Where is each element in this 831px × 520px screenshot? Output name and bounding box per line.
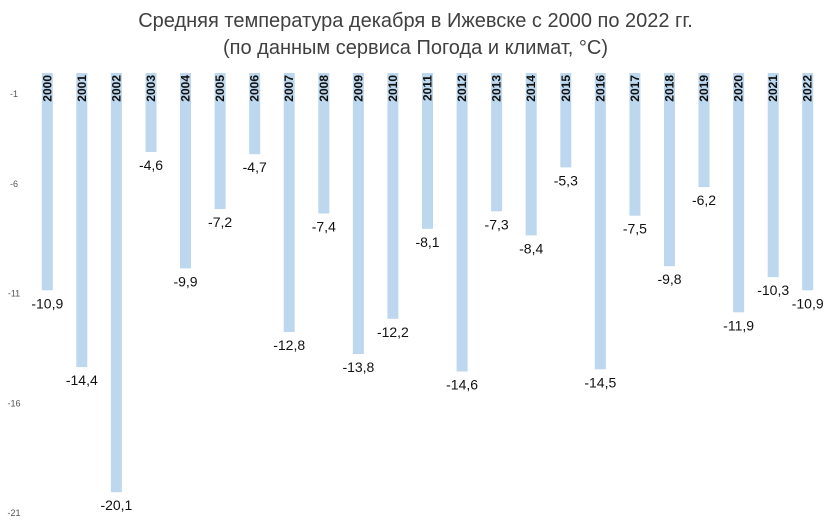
category-label-2021: 2021 (766, 75, 780, 102)
data-label-2021: -10,3 (757, 282, 789, 298)
data-label-2008: -7,4 (312, 219, 336, 235)
bar-2007 (283, 73, 295, 332)
category-label-2015: 2015 (559, 75, 573, 102)
bar-2018 (664, 73, 675, 267)
category-label-2009: 2009 (351, 75, 365, 102)
chart-title: Средняя температура декабря в Ижевске с … (138, 10, 693, 32)
bar-2013 (491, 73, 503, 212)
data-label-2018: -9,8 (657, 271, 681, 287)
bar-2019 (698, 73, 710, 188)
data-label-2013: -7,3 (485, 216, 509, 232)
data-label-2015: -5,3 (554, 172, 578, 188)
data-label-2006: -4,7 (243, 159, 267, 175)
data-label-2010: -12,2 (377, 324, 409, 340)
bar-2005 (214, 73, 226, 210)
category-label-2003: 2003 (144, 75, 158, 102)
y-tick-label: -21 (7, 508, 20, 518)
bar-2016 (594, 73, 606, 370)
category-label-2002: 2002 (109, 75, 123, 102)
category-label-2016: 2016 (593, 75, 607, 102)
y-tick-label: -16 (7, 398, 20, 408)
category-label-2018: 2018 (663, 75, 677, 102)
data-label-2009: -13,8 (342, 359, 374, 375)
category-label-2006: 2006 (248, 75, 262, 102)
data-label-2012: -14,6 (446, 377, 478, 393)
category-label-2011: 2011 (421, 75, 435, 101)
data-label-2022: -10,9 (792, 295, 824, 311)
category-label-2001: 2001 (75, 75, 89, 102)
bar-2022 (802, 73, 814, 291)
data-label-2019: -6,2 (692, 192, 716, 208)
bar-2006 (249, 73, 261, 155)
bar-2010 (387, 73, 399, 319)
category-label-2019: 2019 (697, 75, 711, 102)
bar-2012 (456, 73, 468, 372)
chart-title-block: Средняя температура декабря в Ижевске с … (0, 8, 831, 62)
category-label-2022: 2022 (801, 75, 815, 102)
category-label-2013: 2013 (490, 75, 504, 102)
bar-2003 (145, 73, 157, 152)
chart-subtitle: (по данным сервиса Погода и климат, °С) (223, 37, 608, 59)
y-tick-label: -6 (10, 179, 18, 189)
bar-2009 (352, 73, 364, 354)
data-label-2002: -20,1 (100, 497, 132, 513)
bar-2017 (629, 73, 641, 216)
bar-2011 (422, 73, 433, 229)
y-tick-label: -1 (10, 89, 18, 99)
category-label-2017: 2017 (628, 75, 642, 102)
category-label-2020: 2020 (732, 75, 746, 102)
data-label-2014: -8,4 (519, 240, 543, 256)
data-label-2000: -10,9 (31, 295, 63, 311)
category-labels: 2000 2001 2002 2003 2004 2005 2006 2007 2008 2009… (40, 75, 814, 102)
bar-2002 (110, 73, 122, 493)
y-axis: -1 -6 -11 -16 -21 (7, 89, 20, 518)
bar-2008 (318, 73, 330, 214)
data-label-2020: -11,9 (723, 317, 754, 333)
category-label-2012: 2012 (455, 75, 469, 102)
bar-2014 (525, 73, 537, 236)
data-label-2005: -7,2 (208, 214, 232, 230)
data-labels: -10,9 -14,4 -20,1 -4,6 -9,9 -7,2 -4,7 -12,8 -7,4… (31, 157, 824, 513)
data-label-2001: -14,4 (66, 372, 98, 388)
bar-2004 (180, 73, 191, 269)
category-label-2005: 2005 (213, 75, 227, 102)
category-label-2004: 2004 (179, 75, 193, 102)
category-label-2010: 2010 (386, 75, 400, 102)
data-label-2007: -12,8 (273, 337, 305, 353)
bar-2015 (560, 73, 572, 168)
bar-2021 (767, 73, 779, 278)
bar-2020 (733, 73, 745, 313)
category-label-2007: 2007 (282, 75, 296, 102)
data-label-2011: -8,1 (415, 234, 439, 250)
y-tick-label: -11 (8, 289, 20, 299)
bar-2001 (76, 73, 88, 368)
data-label-2016: -14,5 (584, 374, 616, 390)
category-label-2000: 2000 (40, 75, 54, 102)
bar-2000 (41, 73, 53, 291)
category-label-2008: 2008 (317, 75, 331, 102)
data-label-2003: -4,6 (139, 157, 163, 173)
bars (41, 73, 814, 493)
data-label-2004: -9,9 (173, 273, 197, 289)
category-label-2014: 2014 (524, 75, 538, 102)
data-label-2017: -7,5 (623, 221, 647, 237)
